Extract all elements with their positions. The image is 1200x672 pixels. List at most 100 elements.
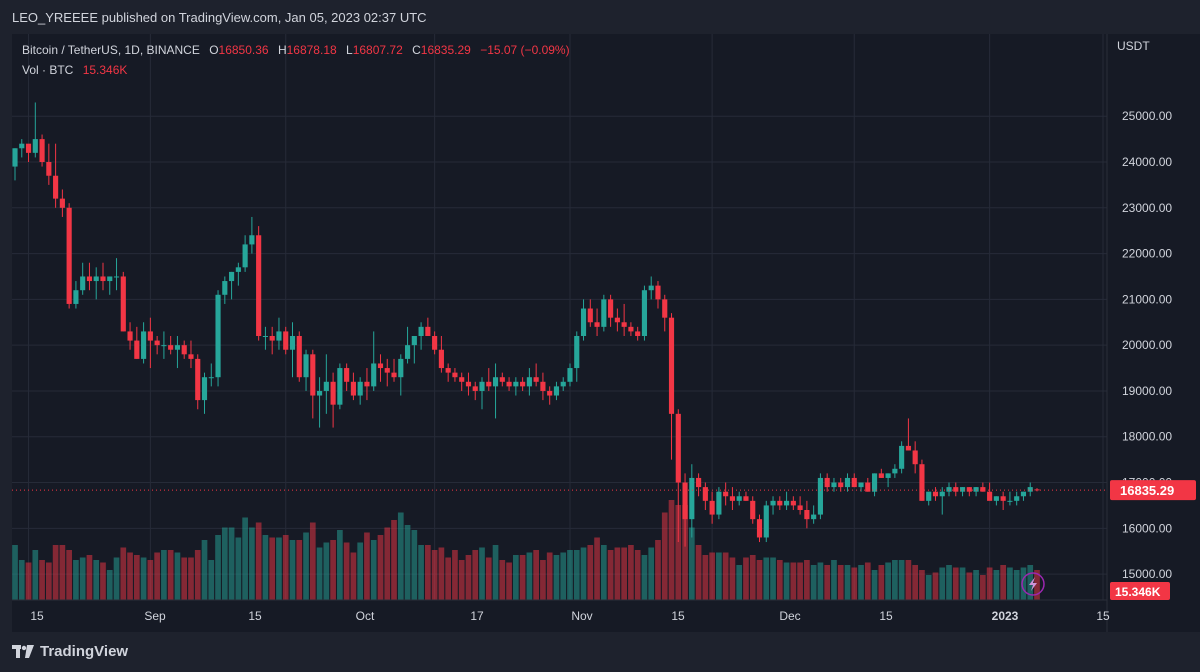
volume-bar — [946, 565, 952, 600]
candle-body — [750, 500, 756, 520]
candle-body — [905, 445, 911, 451]
candle-body — [817, 477, 823, 515]
candle-body — [113, 276, 120, 278]
candle-body — [120, 276, 126, 332]
volume-bar — [39, 560, 45, 600]
low-value: 16807.72 — [352, 43, 403, 57]
candle-body — [93, 276, 99, 282]
candle-body — [425, 326, 431, 336]
tradingview-brand[interactable]: TradingView — [12, 643, 128, 660]
volume-bar — [215, 535, 221, 600]
candle-body — [926, 491, 932, 501]
time-axis-bg — [12, 600, 1107, 632]
candle-body — [66, 207, 72, 304]
volume-bar — [100, 562, 106, 600]
volume-value: 15.346K — [82, 63, 128, 77]
volume-label: Vol · BTC — [22, 63, 74, 77]
chart-area[interactable]: USDT 25000.00 24000.00 23000.00 22000.00 2100… — [12, 34, 1200, 632]
volume-bar — [18, 560, 25, 600]
volume-bar — [167, 550, 174, 600]
candle-body — [553, 386, 560, 396]
candle-body — [350, 381, 356, 396]
candlestick-chart[interactable]: USDT 25000.00 24000.00 23000.00 22000.00 2100… — [12, 34, 1200, 632]
volume-bar — [621, 547, 627, 600]
volume-bar — [533, 550, 539, 600]
candle-body — [195, 358, 201, 401]
candle-body — [682, 482, 688, 520]
volume-bar — [479, 547, 485, 600]
volume-bar — [905, 560, 912, 600]
volume-bar — [864, 562, 871, 600]
volume-bar — [343, 542, 350, 600]
volume-bar — [25, 562, 32, 600]
candle-body — [452, 372, 458, 378]
volume-bar — [93, 560, 100, 600]
volume-bar — [898, 560, 905, 600]
volume-bar — [919, 570, 925, 600]
volume-bar — [1034, 570, 1040, 600]
candle-body — [756, 519, 763, 538]
candle-body — [25, 143, 32, 153]
volume-bar — [966, 572, 973, 600]
volume-bar — [824, 565, 831, 600]
volume-bar — [316, 547, 323, 600]
candle-body — [486, 381, 492, 387]
volume-bar — [973, 570, 979, 600]
candle-body — [384, 368, 390, 373]
candle-body — [777, 500, 783, 506]
volume-bar — [668, 500, 675, 600]
volume-bar — [844, 565, 851, 600]
time-tick-label: Nov — [571, 609, 592, 623]
candle-body — [912, 450, 918, 465]
candle-body — [39, 139, 45, 162]
volume-bar — [181, 557, 188, 600]
candle-body — [784, 500, 790, 506]
volume-bar — [770, 557, 776, 600]
candle-body — [966, 487, 972, 492]
volume-bar — [641, 555, 648, 600]
volume-bar — [580, 547, 587, 600]
candle-body — [919, 464, 925, 501]
volume-bar — [66, 550, 72, 600]
candle-body — [262, 336, 268, 337]
candle-body — [86, 276, 93, 282]
candle-body — [980, 487, 986, 492]
candle-body — [465, 381, 472, 387]
price-axis: USDT 25000.00 24000.00 23000.00 22000.00 2100… — [1107, 34, 1200, 632]
volume-bar — [688, 527, 695, 600]
candle-body — [147, 331, 153, 341]
volume-bar — [695, 545, 702, 600]
price-tick-label: 23000.00 — [1122, 201, 1172, 215]
candle-body — [513, 381, 519, 387]
candle-body — [1007, 500, 1013, 502]
last-price-box — [1110, 480, 1196, 501]
candle-body — [222, 281, 228, 295]
candle-body — [53, 175, 59, 199]
candle-body — [709, 500, 715, 515]
volume-bar — [296, 540, 303, 600]
candle-body — [154, 340, 160, 346]
volume-bar — [885, 562, 891, 600]
volume-bar — [404, 525, 411, 600]
candle-body — [844, 477, 851, 488]
close-label: C — [412, 43, 421, 57]
candle-body — [824, 477, 830, 488]
volume-bar — [925, 575, 932, 600]
volume-bar — [45, 562, 52, 600]
volume-bar — [485, 557, 492, 600]
volume-bar — [32, 550, 39, 600]
change-value: −15.07 (−0.09%) — [480, 43, 570, 57]
volume-bar — [952, 567, 959, 600]
volume-bar — [594, 537, 600, 600]
candle-body — [560, 381, 566, 387]
last-price-label: 16835.29 — [1120, 483, 1174, 498]
candle-body — [1020, 491, 1027, 497]
volume-bar — [871, 570, 878, 600]
candle-body — [702, 487, 708, 501]
candle-body — [668, 317, 675, 414]
published-text: LEO_YREEEE published on TradingView.com,… — [12, 10, 427, 25]
price-tick-label: 21000.00 — [1122, 292, 1172, 306]
volume-bar — [837, 565, 844, 600]
volume-bar — [790, 562, 797, 600]
candle-body — [73, 290, 79, 304]
